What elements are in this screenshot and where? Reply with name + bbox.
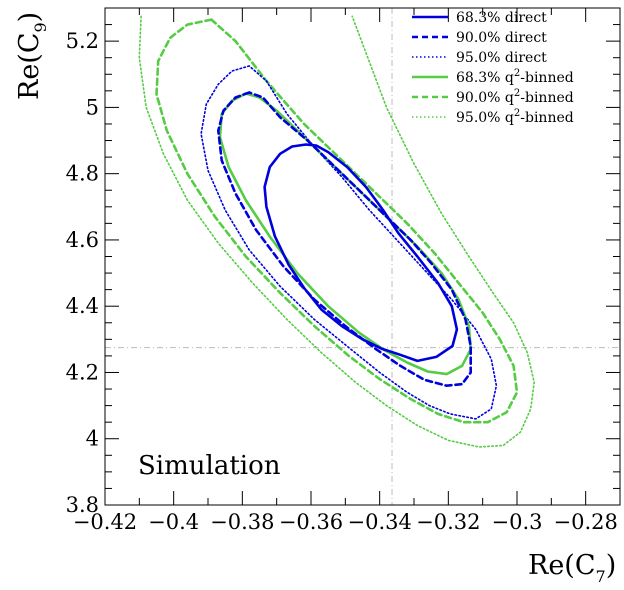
simulation-annotation: Simulation: [138, 451, 281, 481]
contour-0: [263, 143, 459, 363]
contour-5: [138, 15, 536, 448]
x-tick-label: −0.3: [492, 510, 543, 534]
y-tick-label: 5: [86, 95, 99, 119]
legend-label: 95.0% direct: [456, 50, 547, 66]
y-tick-label: 4.8: [66, 162, 99, 186]
y-axis-title-sub: 9: [31, 22, 50, 32]
y-tick-label: 4: [86, 427, 99, 451]
y-tick-label: 4.6: [66, 228, 99, 252]
x-tick-label: −0.38: [210, 510, 274, 534]
x-tick-label: −0.28: [553, 510, 617, 534]
legend: 68.3% direct 90.0% direct 95.0% direct 68.3…: [412, 10, 574, 126]
y-axis-title-main: Re(C: [14, 33, 45, 101]
reference-lines: [105, 8, 620, 505]
x-axis-title-main: Re(C: [528, 550, 596, 581]
y-axis-title-close: ): [14, 12, 45, 23]
contour-1: [217, 91, 473, 388]
y-axis: 3.8 4 4.2 4.4 4.6 4.8 5 5.2: [66, 24, 620, 517]
legend-label: 90.0% q2-binned: [456, 88, 574, 106]
x-axis: −0.42 −0.4 −0.38 −0.36 −0.34 −0.32 −0.3 −0.28: [73, 8, 618, 534]
x-axis-title-close: ): [606, 550, 617, 581]
y-tick-label: 3.8: [66, 493, 99, 517]
x-tick-label: −0.42: [73, 510, 137, 534]
x-tick-label: −0.4: [148, 510, 199, 534]
x-tick-label: −0.32: [416, 510, 480, 534]
legend-label: 90.0% direct: [456, 30, 547, 46]
x-tick-label: −0.36: [279, 510, 343, 534]
y-tick-label: 5.2: [66, 29, 99, 53]
legend-label: 95.0% q2-binned: [456, 108, 574, 126]
legend-label: 68.3% direct: [456, 10, 547, 26]
contour-2: [200, 65, 498, 420]
y-tick-label: 4.4: [66, 294, 99, 318]
y-tick-label: 4.2: [66, 360, 99, 384]
contour-4: [155, 18, 519, 424]
legend-label: 68.3% q2-binned: [456, 68, 574, 86]
x-tick-label: −0.34: [347, 510, 411, 534]
contour-series: [138, 15, 536, 448]
y-axis-title: Re(C9): [14, 12, 50, 100]
x-axis-title: Re(C7): [528, 550, 616, 586]
x-axis-title-sub: 7: [596, 567, 606, 586]
